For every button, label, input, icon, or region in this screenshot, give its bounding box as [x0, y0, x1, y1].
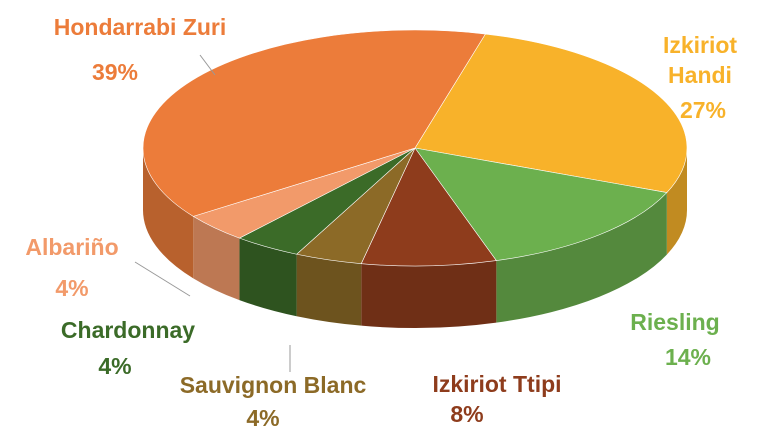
category-label: Riesling	[630, 309, 720, 335]
category-label: Hondarrabi Zuri	[53, 14, 227, 40]
slice	[360, 147, 497, 267]
value-label: 39%	[91, 59, 139, 85]
value-label: 27%	[679, 97, 727, 123]
slice	[414, 147, 668, 261]
pie-tops	[142, 29, 688, 267]
slice-side	[193, 216, 240, 301]
slice-side	[361, 260, 497, 328]
leader-line	[199, 54, 216, 76]
value-label: 14%	[664, 344, 712, 370]
slice	[142, 29, 486, 217]
leader-line	[134, 261, 191, 297]
category-label: Izkiriot Handi	[662, 32, 738, 88]
value-label: 4%	[246, 405, 280, 430]
value-label: 4%	[55, 275, 89, 301]
category-label: Chardonnay	[60, 317, 196, 343]
slice	[414, 33, 688, 193]
value-label: 8%	[450, 401, 484, 427]
slice-side	[666, 148, 687, 255]
value-label: 4%	[98, 353, 132, 379]
slice-side	[239, 238, 297, 317]
slice-side	[143, 148, 194, 279]
pie-sides	[143, 148, 687, 328]
category-label: Albariño	[25, 234, 119, 260]
category-label: Izkiriot Ttipi	[432, 371, 562, 397]
slice-side	[296, 254, 362, 326]
slice-side	[496, 192, 667, 323]
category-label: Sauvignon Blanc	[179, 372, 367, 398]
leader-lines	[134, 54, 291, 372]
